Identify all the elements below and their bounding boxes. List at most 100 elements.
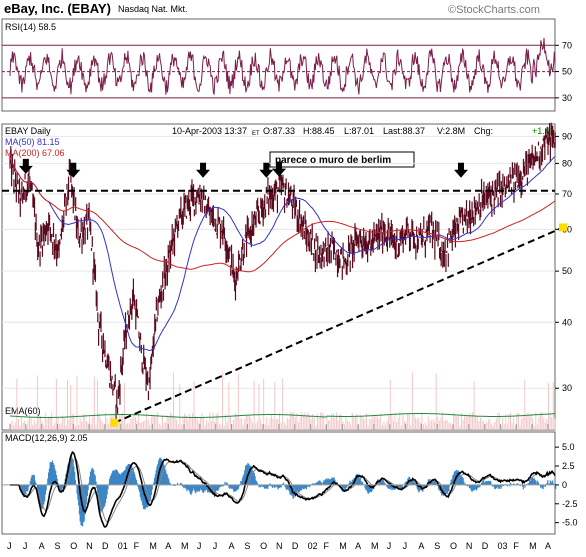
macd-histogram-bar (317, 481, 319, 485)
macd-histogram-bar (233, 484, 236, 492)
macd-histogram-bar (52, 463, 54, 485)
x-month-label: J (403, 541, 408, 551)
macd-histogram-bar (112, 470, 115, 485)
macd-histogram-bar (120, 473, 122, 485)
macd-histogram-bar (78, 484, 80, 506)
volume-bar (71, 413, 73, 430)
volume-bar (385, 424, 387, 430)
macd-histogram-bar (199, 484, 201, 491)
volume-bar (386, 420, 388, 430)
volume-bar (123, 383, 125, 430)
x-month-label: J (197, 541, 202, 551)
volume-bar (422, 424, 424, 430)
macd-histogram-bar (438, 484, 441, 491)
volume-bar (326, 415, 328, 430)
macd-histogram-bar (226, 483, 228, 485)
macd-histogram-bar (54, 468, 56, 485)
macd-histogram-bar (499, 484, 501, 487)
macd-histogram-bar (167, 477, 169, 485)
volume-bar (497, 412, 499, 430)
macd-histogram-bar (220, 484, 222, 487)
macd-histogram-bar (146, 484, 148, 508)
macd-histogram-bar (270, 484, 272, 487)
macd-histogram-bar (232, 484, 234, 490)
macd-histogram-bar (457, 471, 459, 485)
macd-histogram-bar (287, 484, 289, 490)
volume-bar (435, 373, 437, 430)
x-month-label: M (339, 541, 347, 551)
macd-histogram-bar (452, 475, 454, 485)
macd-histogram-bar (267, 484, 270, 487)
quote-timezone: ET (252, 131, 260, 137)
macd-histogram-bar (307, 484, 309, 487)
volume-bar (343, 424, 345, 430)
macd-histogram-bar (289, 484, 291, 494)
macd-histogram-bar (551, 481, 553, 485)
macd-histogram-bar (529, 480, 531, 485)
volume-bar (76, 375, 78, 430)
volume-bar (286, 417, 288, 430)
macd-histogram-bar (346, 484, 348, 488)
macd-histogram-bar (483, 480, 485, 485)
volume-bar (505, 414, 507, 430)
volume-bar (35, 423, 37, 430)
volume-bar (57, 417, 59, 430)
volume-bar (165, 422, 167, 430)
volume-bar (356, 413, 358, 430)
volume-bar (305, 415, 307, 430)
macd-histogram-bar (42, 484, 44, 508)
macd-histogram-bar (424, 484, 426, 487)
macd-histogram-bar (367, 484, 369, 494)
volume-bar (529, 416, 531, 430)
macd-histogram-bar (478, 484, 480, 488)
macd-histogram-bar (118, 473, 120, 485)
macd-tick-label: 5.0 (562, 442, 575, 452)
macd-histogram-bar (443, 484, 445, 496)
macd-histogram-bar (186, 484, 188, 492)
macd-histogram-bar (252, 470, 254, 485)
macd-histogram-bar (547, 480, 549, 485)
volume-bar (307, 412, 309, 430)
quote-date: 10-Apr-2003 13:37 (172, 126, 247, 136)
volume-bar (70, 385, 72, 430)
volume-bar (464, 414, 466, 430)
macd-histogram-bar (121, 472, 123, 485)
macd-histogram-bar (350, 482, 352, 485)
macd-histogram-bar (23, 484, 25, 495)
macd-histogram-bar (181, 484, 183, 487)
x-month-label: 01 (118, 541, 128, 551)
macd-histogram-bar (125, 466, 127, 485)
macd-histogram-bar (258, 484, 260, 488)
x-month-label: S (54, 541, 60, 551)
macd-histogram-bar (490, 481, 492, 485)
macd-histogram-bar (184, 484, 186, 488)
volume-bar (78, 424, 80, 430)
macd-histogram-bar (384, 482, 386, 485)
volume-bar (52, 425, 54, 430)
volume-bar (63, 418, 65, 430)
macd-histogram-bar (89, 476, 91, 485)
y-tick-label: 90 (562, 131, 572, 141)
macd-histogram-bar (472, 484, 474, 492)
volume-bar (479, 417, 481, 430)
macd-histogram-bar (279, 484, 281, 488)
macd-histogram-bar (104, 484, 106, 506)
macd-histogram-bar (85, 484, 88, 503)
volume-bar (84, 414, 86, 430)
macd-histogram-bar (552, 483, 554, 485)
macd-histogram-bar (482, 480, 484, 485)
macd-histogram-bar (198, 484, 200, 492)
volume-bar (459, 425, 461, 430)
macd-histogram-bar (415, 484, 418, 487)
volume-bar (184, 413, 186, 430)
macd-histogram-bar (472, 484, 475, 490)
macd-histogram-bar (480, 483, 482, 485)
macd-histogram-bar (364, 484, 366, 488)
macd-histogram-bar (261, 484, 263, 487)
volume-bar (285, 425, 287, 430)
volume-bar (277, 418, 279, 430)
macd-histogram-bar (237, 484, 239, 490)
macd-histogram-bar (203, 484, 205, 493)
macd-histogram-bar (47, 478, 49, 485)
volume-bar (337, 420, 339, 430)
